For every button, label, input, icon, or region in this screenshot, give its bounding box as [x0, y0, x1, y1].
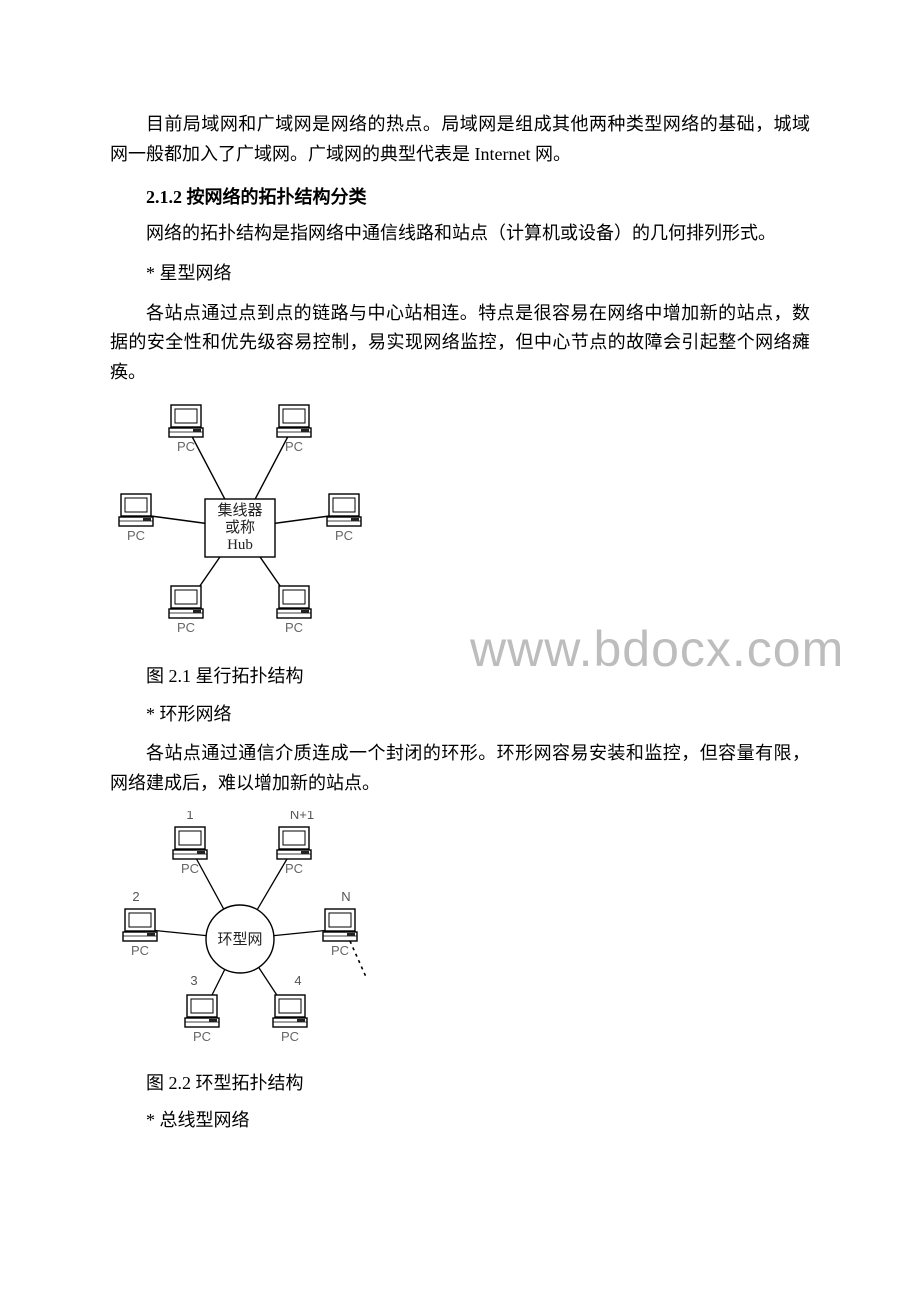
svg-text:环型网: 环型网	[217, 931, 262, 948]
svg-text:或称: 或称	[225, 519, 255, 536]
paragraph-star-desc: 各站点通过点到点的链路与中心站相连。特点是很容易在网络中增加新的站点，数据的安全…	[110, 299, 810, 388]
document-page: 目前局域网和广域网是网络的热点。局域网是组成其他两种类型网络的基础，城域网一般都…	[0, 0, 920, 1206]
svg-text:4: 4	[294, 973, 301, 988]
svg-text:PC: PC	[335, 528, 353, 543]
paragraph-intro: 目前局域网和广域网是网络的热点。局域网是组成其他两种类型网络的基础，城域网一般都…	[110, 110, 810, 169]
svg-text:N: N	[341, 889, 350, 904]
caption-fig-2-1: 图 2.1 星行拓扑结构	[110, 662, 810, 692]
paragraph-ring-desc: 各站点通过通信介质连成一个封闭的环形。环形网容易安装和监控，但容量有限，网络建成…	[110, 739, 810, 798]
svg-text:PC: PC	[181, 861, 199, 876]
svg-text:PC: PC	[285, 439, 303, 454]
svg-text:集线器: 集线器	[217, 502, 262, 519]
svg-text:N+1: N+1	[290, 811, 314, 822]
bullet-bus: * 总线型网络	[110, 1106, 810, 1136]
ring-topology-diagram: 环型网 PC 1 PC N+1 PC 2 PC N PC 3 PC 4	[110, 811, 370, 1065]
svg-text:PC: PC	[281, 1029, 299, 1044]
svg-text:3: 3	[190, 973, 197, 988]
svg-text:PC: PC	[331, 943, 349, 958]
caption-fig-2-2: 图 2.2 环型拓扑结构	[110, 1069, 810, 1099]
svg-text:PC: PC	[285, 861, 303, 876]
svg-text:PC: PC	[177, 620, 195, 635]
paragraph-topo-def: 网络的拓扑结构是指网络中通信线路和站点（计算机或设备）的几何排列形式。	[110, 219, 810, 249]
svg-text:1: 1	[186, 811, 193, 822]
svg-text:2: 2	[132, 889, 139, 904]
svg-text:Hub: Hub	[227, 537, 253, 553]
svg-text:PC: PC	[127, 528, 145, 543]
bullet-star: * 星型网络	[110, 259, 810, 289]
svg-text:PC: PC	[193, 1029, 211, 1044]
star-topology-diagram: 集线器或称Hub PC PC PC PC PC PC	[110, 400, 370, 658]
bullet-ring: * 环形网络	[110, 700, 810, 730]
svg-text:PC: PC	[131, 943, 149, 958]
svg-text:PC: PC	[285, 620, 303, 635]
svg-text:PC: PC	[177, 439, 195, 454]
heading-2-1-2: 2.1.2 按网络的拓扑结构分类	[110, 183, 810, 209]
